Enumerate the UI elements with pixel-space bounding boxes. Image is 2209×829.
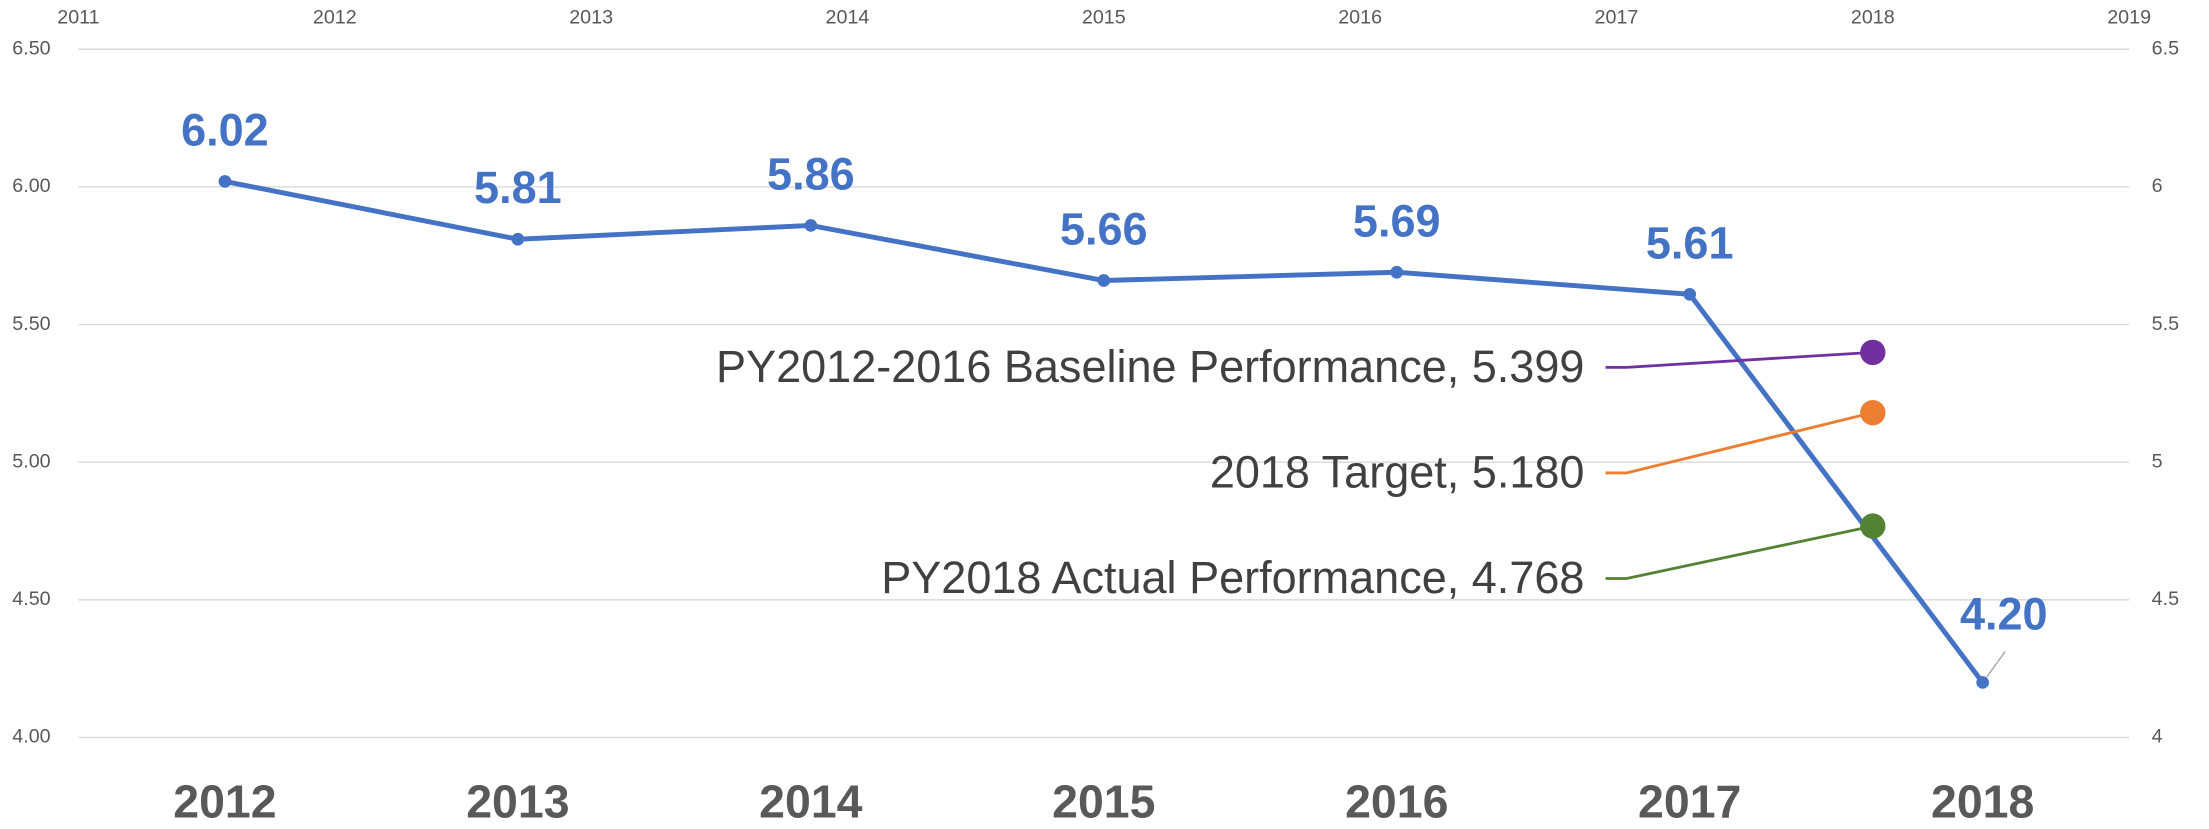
x2-tick-label: 2019 [2107, 7, 2151, 29]
x2-tick-label: 2017 [1595, 7, 1639, 29]
data-label: 5.61 [1646, 217, 1734, 268]
data-label: 6.02 [181, 104, 269, 155]
leader-line [1605, 524, 1874, 580]
scatter-point [1860, 513, 1886, 539]
leader-line [1605, 411, 1874, 475]
data-label: 4.20 [1960, 589, 2048, 640]
marker [1683, 287, 1697, 301]
data-label: 5.69 [1353, 195, 1441, 246]
x2-tick-label: 2015 [1082, 7, 1126, 29]
x-tick-label: 2016 [1345, 775, 1448, 827]
y-tick-label: 4.00 [12, 726, 50, 748]
x-tick-label: 2015 [1052, 775, 1155, 827]
marker [1390, 265, 1404, 279]
marker [804, 219, 818, 232]
leader-line [1986, 651, 2006, 678]
x2-tick-label: 2013 [569, 7, 613, 29]
marker [511, 232, 525, 246]
marker [218, 175, 232, 188]
x2-tick-label: 2012 [313, 7, 357, 29]
x2-tick-label: 2014 [826, 7, 870, 29]
y2-tick-label: 5 [2152, 450, 2163, 472]
data-label: 5.81 [474, 162, 562, 213]
x2-tick-label: 2011 [57, 7, 99, 29]
marker [1097, 274, 1111, 287]
x-tick-label: 2012 [173, 775, 276, 827]
y2-tick-label: 4.5 [2152, 588, 2179, 610]
y-tick-label: 4.50 [12, 588, 50, 610]
data-label: 5.66 [1060, 204, 1148, 255]
y2-tick-label: 4 [2152, 726, 2163, 748]
y2-tick-label: 6 [2152, 175, 2163, 197]
scatter-point [1860, 339, 1886, 366]
y-tick-label: 6.00 [12, 175, 50, 197]
x2-tick-label: 2016 [1338, 7, 1382, 29]
data-label: 5.86 [767, 148, 855, 199]
y-tick-label: 6.50 [12, 37, 50, 59]
y-tick-label: 5.50 [12, 313, 50, 335]
x2-tick-label: 2018 [1851, 7, 1895, 29]
data-label: PY2018 Actual Performance, 4.768 [881, 552, 1584, 603]
y2-tick-label: 5.5 [2152, 313, 2179, 335]
x-tick-label: 2014 [759, 775, 862, 827]
y2-tick-label: 6.5 [2152, 37, 2179, 59]
x-tick-label: 2018 [1931, 775, 2034, 827]
data-label: 2018 Target, 5.180 [1210, 447, 1585, 498]
leader-line [1605, 350, 1873, 369]
scatter-point [1860, 399, 1886, 426]
marker [1976, 676, 1989, 689]
data-label: PY2012-2016 Baseline Performance, 5.399 [716, 341, 1584, 392]
y-tick-label: 5.00 [12, 450, 50, 472]
x-tick-label: 2013 [466, 775, 569, 827]
x-tick-label: 2017 [1638, 775, 1741, 827]
